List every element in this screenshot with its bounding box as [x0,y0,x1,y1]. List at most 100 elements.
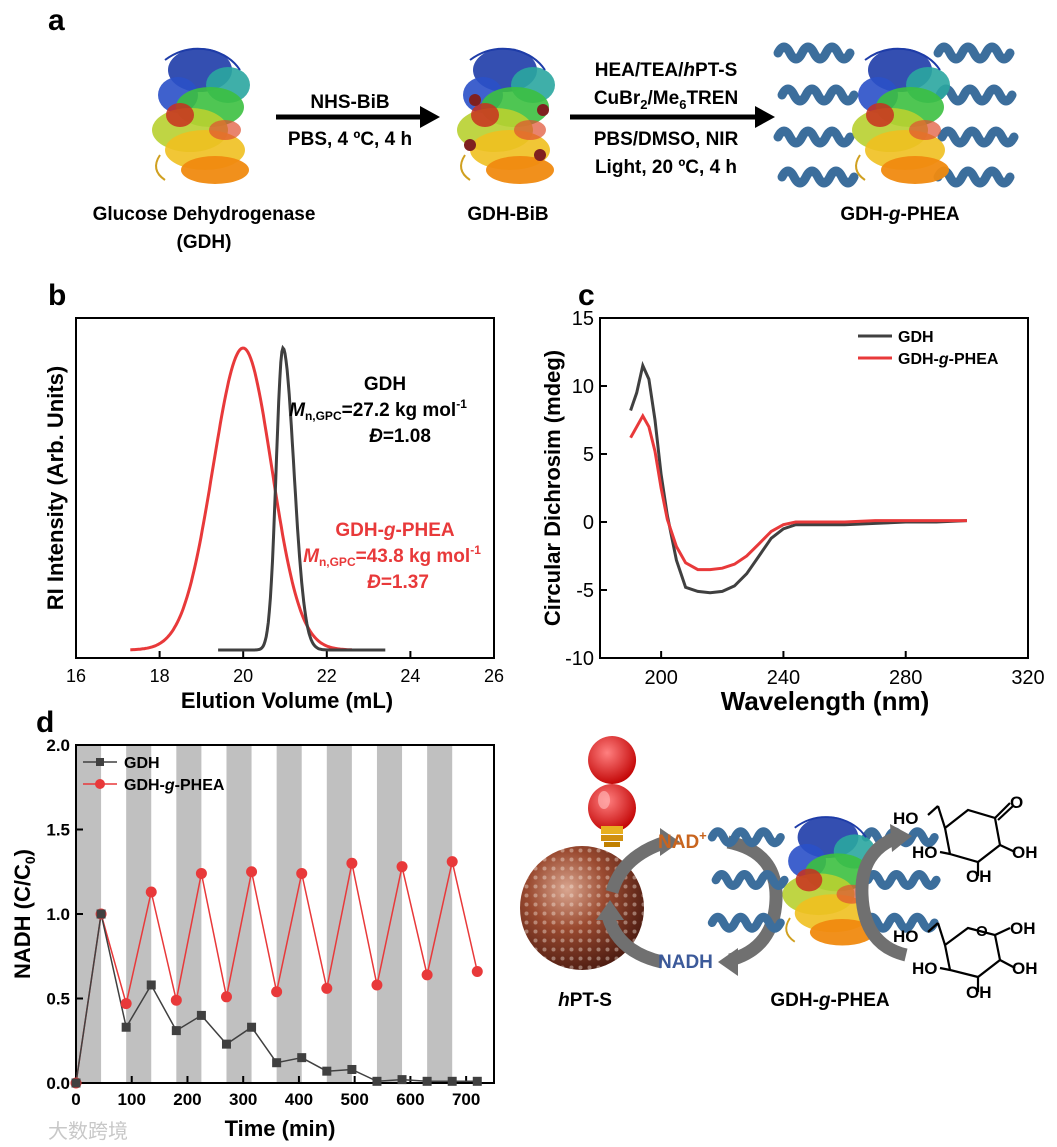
chart-c-xtick-label: 240 [767,667,800,689]
point-gdh-g-phea [421,969,433,981]
protein-gdh-bib-image [456,47,556,185]
point-gdh-g-phea [471,965,483,977]
series-d-markers [70,856,483,1089]
step2-line4: Light, 20 ºC, 4 h [595,157,737,178]
chart-d-xtick-label: 200 [173,1090,201,1109]
cycle-arrow-middle [726,835,783,967]
point-gdh [372,1076,382,1086]
panel-label-d: d [36,706,54,739]
chart-b-xtick-label: 18 [150,666,170,686]
annotation-phea-title: GDH-g-PHEA [335,520,455,541]
chart-d-ytick-label: 1.5 [46,821,70,840]
step1-conditions: PBS, 4 ºC, 4 h [288,129,412,150]
chart-b-ylabel: RI Intensity (Arb. Units) [43,366,68,610]
panel-label-b: b [48,279,66,312]
arrow-step1-head [420,106,440,128]
chart-c-frame [599,317,1029,659]
cycle-arrow-right-head [890,824,912,852]
glu2-ho-left: HO [912,959,938,978]
point-gdh [221,1039,231,1049]
chart-b-xtick-label: 20 [233,666,253,686]
chart-b: 16 18 20 22 24 26 Elution Volume (mL) RI Inte… [43,317,504,713]
glu2-oh-bottom: OH [966,983,992,1002]
glu1-ho-top: HO [893,809,919,828]
glucose-structure [927,922,1016,992]
chart-d-xtick-label: 300 [229,1090,257,1109]
cycle-arrow-left-upper-head [660,828,680,856]
glu2-o: O [976,923,988,940]
point-gdh-g-phea [446,856,458,868]
step2-line1: HEA/TEA/hPT-S [595,60,738,81]
point-gdh [347,1064,357,1074]
panel-label-a: a [48,4,65,37]
point-gdh [272,1058,282,1068]
legend-d-phea-marker [95,779,105,789]
legend-d-gdh: GDH [124,755,160,772]
protein3-label: GDH-g-PHEA [840,204,960,225]
glu1-o: O [1010,793,1023,812]
point-gdh-g-phea [120,998,132,1010]
chart-d-ylabel: NADH (C/C0) [10,849,38,979]
light-band [276,745,302,1083]
point-gdh [322,1066,332,1076]
cycle-arrow-left-lower [601,913,664,969]
catalyst-label: hPT-S [558,990,612,1011]
chart-c-xtick-label: 200 [644,667,677,689]
glu1-oh-right: OH [1012,843,1038,862]
cycle-scheme: hPT-S NAD+ NADH GDH-g-PHEA [520,736,1038,1011]
light-band [226,745,252,1083]
cycle-arrow-middle-head [718,948,738,976]
chart-d-xtick-label: 500 [340,1090,368,1109]
point-gdh-g-phea [396,861,408,873]
series-c-gdh [629,360,967,595]
arrow-step2-head [755,106,775,128]
light-bands [76,745,453,1083]
enzyme-label: GDH-g-PHEA [770,990,890,1011]
chart-d-ytick-label: 0.5 [46,990,70,1009]
chart-b-frame [75,317,495,659]
chart-c-ytick-label: -5 [576,580,594,602]
glu1-ho-left: HO [912,843,938,862]
protein-gdh-image [151,47,251,185]
light-band [126,745,152,1083]
step2-line2: CuBr2/Me6TREN [594,88,738,112]
chart-d-xtick-label: 600 [396,1090,424,1109]
chart-d-ytick-label: 0.0 [46,1074,70,1093]
chart-b-xticks: 16 18 20 22 24 26 [66,651,504,686]
annotation-gdh-title: GDH [364,374,406,395]
chart-b-xtick-label: 22 [317,666,337,686]
glu2-oh-top: OH [1010,919,1036,938]
annotation-phea-mn: Mn,GPC=43.8 kg mol-1 [303,543,481,569]
chart-c-xtick-label: 320 [1011,667,1044,689]
legend-d-phea: GDH-g-PHEA [124,777,225,794]
chart-b-xtick-label: 24 [400,666,420,686]
series-b-gdh [218,344,386,652]
chart-d-ytick-label: 2.0 [46,736,70,755]
legend-c-phea: GDH-g-PHEA [898,351,999,368]
legend-d-gdh-marker [96,758,104,766]
point-gdh-g-phea [371,979,383,991]
point-gdh-g-phea [246,866,258,878]
light-band [376,745,403,1083]
protein2-label: GDH-BiB [467,204,548,225]
point-gdh [171,1026,181,1036]
point-gdh [297,1053,307,1063]
point-gdh [422,1076,432,1086]
chart-d-ticks: 0 100 200 300 400 500 600 700 0.0 0.5 1.0 1.5 2.0 [46,736,480,1109]
light-band [326,745,352,1083]
point-gdh-g-phea [271,986,283,998]
point-gdh [96,909,106,919]
point-gdh-g-phea [170,994,182,1006]
protein1-label-line1: Glucose Dehydrogenase [93,204,316,225]
point-gdh [397,1075,407,1085]
light-bulb-icon [588,736,637,847]
protein-gdh-g-phea-image [778,47,1014,184]
annotation-phea-dispersity: Đ=1.37 [367,572,429,593]
glu2-ho-top: HO [893,927,919,946]
cycle-arrow-left-upper [605,835,669,895]
chart-d: 0 100 200 300 400 500 600 700 0.0 0.5 1.0 1.5 2.0 Ti… [10,736,495,1141]
point-gdh [121,1022,131,1032]
chart-c-ytick-label: 5 [583,444,594,466]
